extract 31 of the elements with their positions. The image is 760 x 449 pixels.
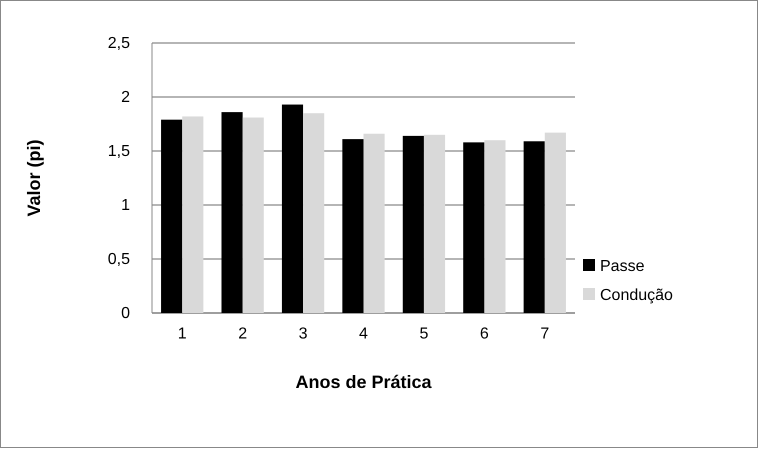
x-tick-label: 1 bbox=[178, 325, 187, 342]
bar bbox=[484, 140, 506, 313]
x-tick-label: 2 bbox=[238, 325, 248, 342]
bar bbox=[463, 142, 484, 313]
x-tick-label: 4 bbox=[359, 325, 368, 342]
y-tick-label: 0 bbox=[121, 305, 130, 322]
y-tick-label: 2 bbox=[121, 89, 130, 106]
y-tick-label: 1,5 bbox=[108, 143, 130, 160]
bar bbox=[161, 120, 182, 313]
y-tick-label: 0,5 bbox=[108, 251, 130, 268]
bar bbox=[524, 141, 545, 313]
y-axis-title: Valor (pi) bbox=[24, 139, 44, 217]
y-tick-label: 1 bbox=[121, 197, 130, 214]
bar bbox=[424, 134, 446, 313]
bar bbox=[221, 112, 243, 313]
bar bbox=[182, 116, 204, 313]
y-tick-label: 2,5 bbox=[108, 35, 130, 52]
x-axis-title: Anos de Prática bbox=[295, 372, 433, 392]
bar bbox=[342, 139, 364, 313]
bar bbox=[364, 134, 385, 313]
legend-label: Passe bbox=[600, 258, 645, 275]
x-tick-label: 3 bbox=[298, 325, 308, 342]
x-tick-label: 5 bbox=[419, 325, 428, 342]
bar bbox=[303, 113, 324, 313]
x-tick-label: 7 bbox=[540, 325, 550, 342]
x-tick-label: 6 bbox=[480, 325, 489, 342]
bar bbox=[282, 104, 304, 313]
bar bbox=[402, 136, 424, 313]
bar bbox=[242, 118, 264, 313]
bar bbox=[544, 132, 566, 313]
legend-label: Condução bbox=[600, 287, 674, 304]
